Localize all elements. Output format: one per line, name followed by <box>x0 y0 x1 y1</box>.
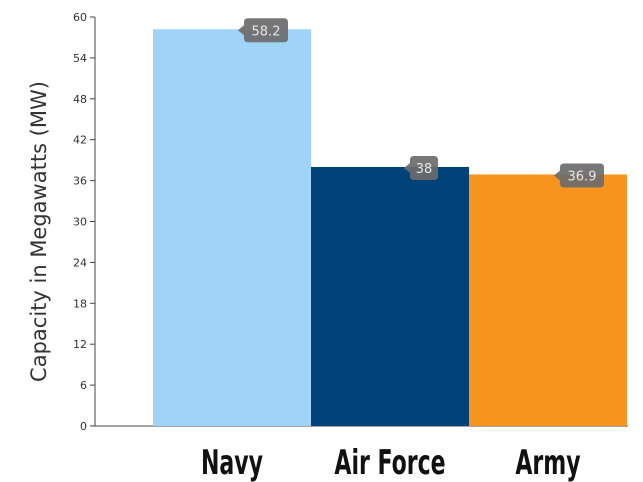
data-label-bubble <box>238 18 288 43</box>
category-label: Navy <box>201 443 263 482</box>
data-label: 38 <box>416 162 433 177</box>
y-tick-label: 6 <box>80 379 87 392</box>
data-label-group: 58.2 <box>238 18 288 43</box>
data-label: 36.9 <box>568 169 597 184</box>
data-label-bubble <box>554 163 604 188</box>
data-labels-group: 58.2 38 36.9 <box>238 18 604 188</box>
y-tick-label: 24 <box>73 256 87 269</box>
bar-army <box>469 174 627 426</box>
bar-air-force <box>311 166 469 426</box>
data-label-bubble <box>404 155 438 180</box>
data-label-group: 38 <box>404 155 438 180</box>
category-label: Army <box>515 443 580 482</box>
y-tick-label: 54 <box>73 52 87 65</box>
data-label: 58.2 <box>252 24 281 39</box>
y-axis-title: Capacity in Megawatts (MW) <box>27 81 51 382</box>
category-labels-group: Navy Air Force Army <box>201 443 581 482</box>
bars-group <box>153 29 627 427</box>
y-tick-label: 30 <box>73 216 87 229</box>
y-tick-label: 18 <box>73 297 87 310</box>
y-tick-label: 12 <box>73 338 87 351</box>
data-label-group: 36.9 <box>554 163 604 188</box>
y-tick-label: 48 <box>73 93 87 106</box>
category-label: Air Force <box>334 443 445 482</box>
y-tick-label: 0 <box>80 420 87 433</box>
y-tick-label: 36 <box>73 175 87 188</box>
y-tick-label: 60 <box>73 11 87 24</box>
y-tick-label: 42 <box>73 134 87 147</box>
y-axis: 0 6 12 18 24 30 36 42 48 54 60 <box>73 11 96 433</box>
bar-navy <box>153 29 311 427</box>
